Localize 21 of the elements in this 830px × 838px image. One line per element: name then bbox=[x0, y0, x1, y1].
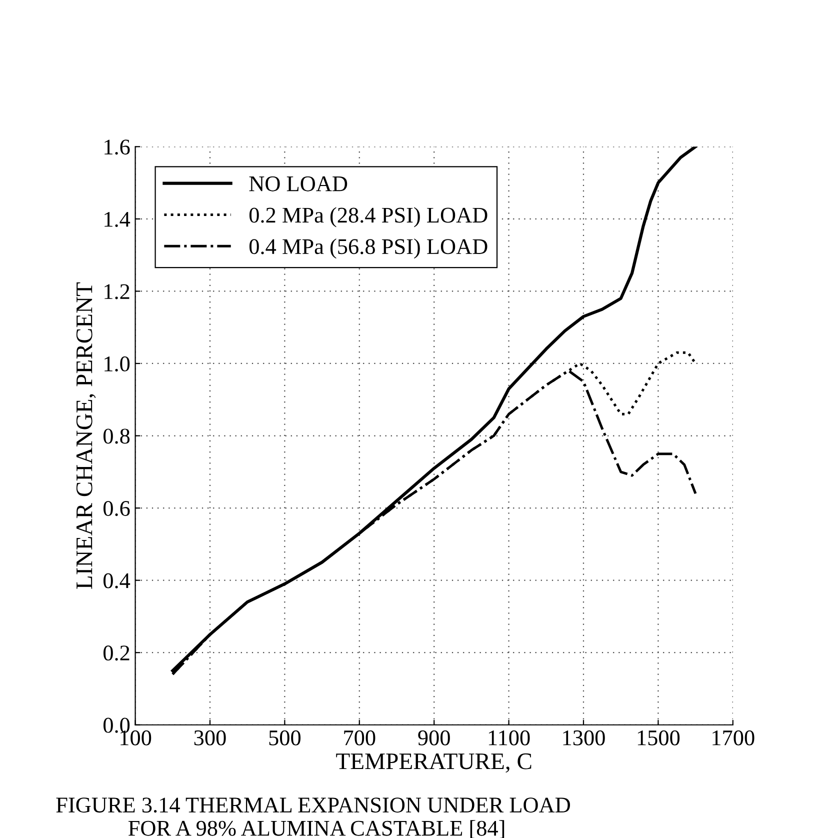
y-tick-label: 0.2 bbox=[104, 646, 130, 661]
legend-label: 0.4 MPa (56.8 PSI) LOAD bbox=[249, 238, 488, 259]
x-tick-label: 300 bbox=[194, 730, 226, 746]
y-tick-label: 0.8 bbox=[104, 428, 130, 444]
x-tick-label: 500 bbox=[269, 730, 301, 746]
x-tick-label: 700 bbox=[344, 730, 376, 746]
x-axis-title: TEMPERATURE, C bbox=[336, 753, 532, 773]
x-tick-label: 900 bbox=[418, 730, 450, 746]
y-tick-label: 0.6 bbox=[104, 500, 130, 516]
y-tick-label: 1.4 bbox=[104, 212, 130, 227]
y-axis-title: LINEAR CHANGE, PERCENT bbox=[76, 282, 96, 589]
y-tick-label: 0.4 bbox=[104, 573, 130, 588]
x-tick-label: 1300 bbox=[563, 730, 605, 746]
x-tick-label: 1700 bbox=[712, 730, 754, 746]
x-tick-label: 1500 bbox=[638, 730, 680, 746]
y-tick-label: 1.2 bbox=[104, 284, 130, 300]
legend-label: 0.2 MPa (28.4 PSI) LOAD bbox=[249, 207, 488, 228]
legend-label: NO LOAD bbox=[249, 176, 348, 192]
x-tick-label: 1100 bbox=[488, 730, 530, 746]
y-tick-label: 1.6 bbox=[104, 140, 130, 155]
y-tick-label: 1.0 bbox=[104, 356, 130, 372]
